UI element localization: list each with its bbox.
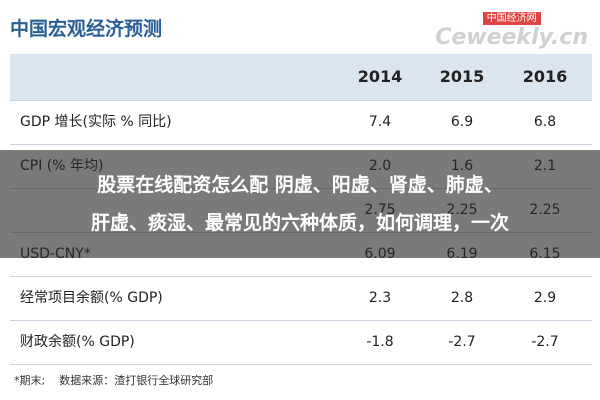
overlay-text: 股票在线配资怎么配 阴虚、阳虚、肾虚、肺虚、: [97, 174, 503, 196]
cell: 2.3: [368, 290, 392, 306]
title: 中国宏观经济预测: [10, 18, 163, 40]
table-row: GDP 增长(实际 % 同比) 7.4 6.9 6.8: [10, 101, 592, 145]
cell: 2.9: [533, 290, 557, 306]
cell: 6.9: [450, 114, 474, 130]
footnote: *期末; 数据来源：渣打银行全球研究部: [14, 374, 214, 387]
column-header: 2014: [357, 67, 403, 86]
watermark-site: Ceweekly.cn: [435, 25, 588, 50]
cell: -2.7: [448, 334, 476, 350]
cell: 6.8: [533, 114, 557, 130]
cell: 7.4: [368, 114, 392, 130]
watermark: 中国经济网 Ceweekly.cn: [435, 6, 588, 50]
row-label: GDP 增长(实际 % 同比): [20, 114, 172, 130]
cell: 2.8: [450, 290, 474, 306]
watermark-brand: 中国经济网: [482, 12, 541, 25]
header-row: 2014 2015 2016: [10, 54, 592, 101]
table-row: 经常项目余额(% GDP) 2.3 2.8 2.9: [10, 277, 592, 321]
table-row: 财政余额(% GDP) -1.8 -2.7 -2.7: [10, 321, 592, 365]
overlay-text: 肝虚、痰湿、最常见的六种体质，如何调理，一次: [90, 212, 509, 234]
cell: -2.7: [531, 334, 559, 350]
column-header: 2016: [522, 67, 568, 86]
overlay-banner: 股票在线配资怎么配 阴虚、阳虚、肾虚、肺虚、 肝虚、痰湿、最常见的六种体质，如何调…: [0, 150, 600, 258]
column-header: 2015: [439, 67, 485, 86]
row-label: 经常项目余额(% GDP): [20, 290, 163, 306]
cell: -1.8: [366, 334, 394, 350]
row-label: 财政余额(% GDP): [20, 334, 135, 350]
